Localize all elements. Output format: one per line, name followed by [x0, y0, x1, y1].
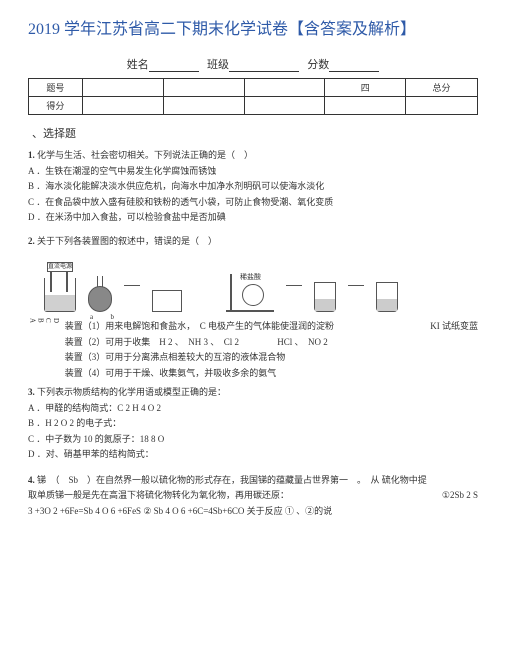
ki-label: KI 试纸变蓝 — [430, 320, 478, 334]
box-icon — [152, 290, 182, 312]
q4-num: 4. — [28, 475, 35, 485]
td-blank — [163, 97, 244, 115]
q1-opt-b: B ．海水淡化能解决淡水供应危机，向海水中加净水剂明矾可以使海水淡化 — [28, 180, 478, 194]
q4-stem-b-text: 取单质锑一般是先在高温下将硫化物转化为氧化物，再用碳还原： — [28, 490, 289, 500]
td-blank — [244, 97, 325, 115]
score-label: 分数 — [307, 59, 329, 71]
beaker-icon — [44, 278, 76, 312]
q3-stem: 下列表示物质结构的化学用语或模型正确的是： — [37, 387, 226, 397]
q1-opt-c: C ．在食品袋中放入盛有硅胶和铁粉的透气小袋，可防止食物受潮、氧化变质 — [28, 196, 478, 210]
th-c5: 四 — [325, 79, 406, 97]
class-blank — [229, 61, 299, 72]
connector-tube — [348, 285, 364, 286]
round-flask-icon — [242, 284, 264, 306]
electrode-rod — [50, 272, 52, 292]
q1-opt-d: D ．在米汤中加入食盐，可以检验食盐中是否加碘 — [28, 211, 478, 225]
wash-bottle-icon — [314, 282, 336, 312]
question-1: 1. 化学与生活、社会密切相关。下列说法正确的是（ ） A ．生铁在潮湿的空气中… — [28, 149, 478, 225]
th-c2 — [82, 79, 163, 97]
q4-right: ①2Sb 2 S — [442, 489, 478, 503]
q4-equation: 3 +3O 2 +6Fe=Sb 4 O 6 +6FeS ② Sb 4 O 6 +… — [28, 505, 478, 519]
connector-tube — [286, 285, 302, 286]
apparatus-diagram: 直流电源 a b 稀盐酸 — [44, 254, 478, 312]
liquid-icon — [45, 295, 75, 311]
td-blank — [82, 97, 163, 115]
q1-opt-a: A ．生铁在潮湿的空气中易发生化学腐蚀而锈蚀 — [28, 165, 478, 179]
flask-body-icon — [88, 286, 112, 312]
td-blank — [406, 97, 478, 115]
device-flask: a b — [88, 276, 112, 312]
q2-opt1-text: 装置（1）用来电解饱和食盐水， C 电极产生的气体能使湿润的淀粉 — [65, 321, 334, 331]
question-4: 4. 锑 （ Sb ）在自然界一般以硫化物的形式存在，我国锑的蕴藏量占世界第一 … — [28, 474, 478, 519]
label-a: a — [90, 312, 93, 323]
q2-opt4: 装置（4）可用于干燥、收集氨气，并吸收多余的氨气 — [65, 367, 478, 381]
power-supply-label: 直流电源 — [47, 262, 73, 272]
connector-tube — [124, 285, 140, 286]
table-row: 得分 — [29, 97, 478, 115]
q2-opt3: 装置（3）可用于分离沸点相差较大的互溶的液体混合物 — [65, 351, 478, 365]
page-title: 2019 学年江苏省高二下期末化学试卷【含答案及解析】 — [28, 18, 478, 42]
q2-stem: 关于下列各装置图的叙述中，错误的是（ ） — [37, 236, 217, 246]
q3-opt-c: C ．中子数为 10 的氮原子：18 8 O — [28, 433, 478, 447]
q2-num: 2. — [28, 236, 35, 246]
td-score-label: 得分 — [29, 97, 83, 115]
th-c3 — [163, 79, 244, 97]
q4-stem-b: 取单质锑一般是先在高温下将硫化物转化为氧化物，再用碳还原： ①2Sb 2 S — [28, 489, 478, 503]
th-c4 — [244, 79, 325, 97]
table-row: 题号 四 总分 — [29, 79, 478, 97]
th-num: 题号 — [29, 79, 83, 97]
q1-num: 1. — [28, 150, 35, 160]
label-b: b — [111, 312, 115, 323]
section-heading: 、选择题 — [32, 125, 478, 141]
q4-stem-a: 锑 （ Sb ）在自然界一般以硫化物的形式存在，我国锑的蕴藏量占世界第一 。 从… — [37, 475, 427, 485]
device-washbottle — [314, 282, 336, 312]
class-label: 班级 — [207, 59, 229, 71]
device-stand: 稀盐酸 — [226, 274, 274, 312]
q3-opt-a: A ．甲醛的结构简式：C 2 H 4 O 2 — [28, 402, 478, 416]
question-3: 3. 下列表示物质结构的化学用语或模型正确的是： A ．甲醛的结构简式：C 2 … — [28, 386, 478, 462]
wash-bottle-icon — [376, 282, 398, 312]
hcl-label: 稀盐酸 — [240, 272, 261, 283]
score-table: 题号 四 总分 得分 — [28, 78, 478, 115]
question-2: 2. 关于下列各装置图的叙述中，错误的是（ ） 直流电源 a b 稀盐酸 — [28, 235, 478, 381]
score-blank — [329, 61, 379, 72]
stand-base-icon — [226, 310, 274, 312]
device-box — [152, 290, 182, 312]
stand-pole-icon — [230, 274, 232, 312]
vertical-abcd: ABCD — [28, 318, 59, 380]
student-info-row: 姓名 班级 分数 — [28, 56, 478, 72]
q2-opt2: 装置（2）可用于收集 H 2 、 NH 3 、 Cl 2 HCl 、 NO 2 — [65, 336, 478, 350]
q3-num: 3. — [28, 387, 35, 397]
device-electrolysis: 直流电源 — [44, 278, 76, 312]
q2-opt1: 装置（1）用来电解饱和食盐水， C 电极产生的气体能使湿润的淀粉 KI 试纸变蓝 — [65, 320, 478, 334]
device-washbottle — [376, 282, 398, 312]
q1-stem: 化学与生活、社会密切相关。下列说法正确的是（ ） — [37, 150, 253, 160]
name-blank — [149, 61, 199, 72]
electrode-rod — [66, 272, 68, 292]
name-label: 姓名 — [127, 59, 149, 71]
th-total: 总分 — [406, 79, 478, 97]
q3-opt-d: D ．对、硝基甲苯的结构简式： — [28, 448, 478, 462]
td-blank — [325, 97, 406, 115]
q3-opt-b: B ．H 2 O 2 的电子式： — [28, 417, 478, 431]
